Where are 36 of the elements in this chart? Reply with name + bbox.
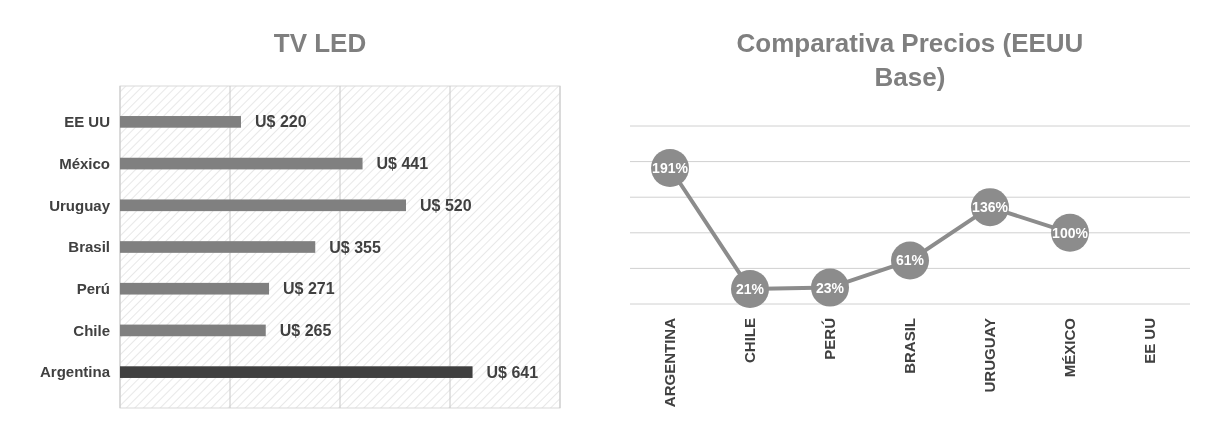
data-label: 21% <box>735 280 765 297</box>
chart-title: TV LED <box>273 28 367 58</box>
data-label: U$ 271 <box>283 280 335 298</box>
x-tick-label: PERÚ <box>821 318 838 360</box>
y-tick-label: Argentina <box>39 363 111 381</box>
data-label: U$ 441 <box>376 155 429 173</box>
bar <box>120 282 270 295</box>
data-label: 191% <box>652 159 689 176</box>
bar <box>120 366 473 378</box>
y-tick-label: Brasil <box>68 238 110 256</box>
bar <box>120 116 241 128</box>
data-label: 23% <box>815 279 845 296</box>
chart-title: Comparativa Precios (EEUU Base) <box>736 28 1084 92</box>
x-tick-label: MÉXICO <box>1061 317 1078 378</box>
data-label: U$ 220 <box>255 113 307 131</box>
data-label: U$ 520 <box>420 196 472 214</box>
x-tick-label: BRASIL <box>901 318 918 374</box>
x-tick-label: EE UU <box>1141 318 1158 364</box>
y-tick-label: Chile <box>73 321 110 339</box>
bar <box>120 324 266 337</box>
data-label: 100% <box>1052 224 1089 241</box>
y-tick-label: Perú <box>76 279 110 297</box>
bar <box>120 157 363 170</box>
bar <box>120 199 406 212</box>
data-label: 61% <box>895 252 925 269</box>
x-tick-label: URUGUAY <box>981 318 998 393</box>
x-tick-label: CHILE <box>741 318 758 363</box>
data-label: U$ 641 <box>486 363 539 381</box>
data-label: U$ 355 <box>329 238 381 256</box>
y-tick-label: México <box>59 154 110 172</box>
bar <box>120 241 316 253</box>
y-tick-label: Uruguay <box>49 196 111 214</box>
data-label: U$ 265 <box>279 322 332 340</box>
data-label: 136% <box>972 199 1009 216</box>
x-tick-label: ARGENTINA <box>661 317 678 408</box>
y-tick-label: EE UU <box>64 113 110 131</box>
